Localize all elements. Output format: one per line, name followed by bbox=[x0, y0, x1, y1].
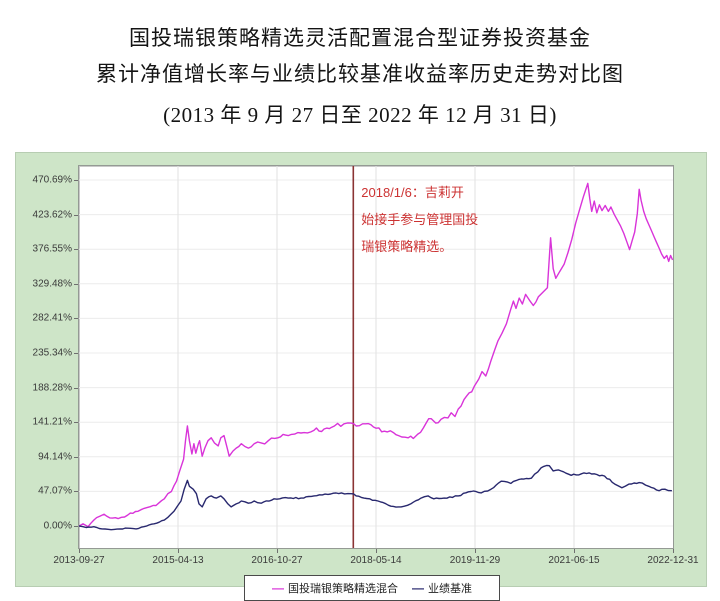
y-tick-mark bbox=[74, 387, 78, 389]
x-tick-mark bbox=[78, 549, 80, 553]
x-tick-label: 2021-06-15 bbox=[548, 555, 600, 566]
y-tick-mark bbox=[74, 422, 78, 424]
x-tick-label: 2022-12-31 bbox=[647, 555, 699, 566]
y-tick-label: 0.00% bbox=[43, 520, 72, 532]
legend-item-benchmark: — 业绩基准 bbox=[412, 580, 472, 596]
x-tick-mark bbox=[276, 549, 278, 553]
x-tick-label: 2019-11-29 bbox=[449, 555, 501, 566]
screenshot-root: { "title": { "line1": "国投瑞银策略精选灵活配置混合型证券… bbox=[0, 20, 720, 601]
benchmark-line-swatch: — bbox=[412, 580, 424, 595]
y-tick-mark bbox=[74, 283, 78, 285]
annotation-line-3: 瑞银策略精选。 bbox=[361, 239, 453, 254]
y-tick-label: 282.41% bbox=[32, 312, 72, 324]
plot-svg bbox=[79, 166, 673, 548]
legend-item-fund: — 国投瑞银策略精选混合 bbox=[272, 580, 398, 596]
x-tick-label: 2018-05-14 bbox=[350, 555, 402, 566]
y-tick-mark bbox=[74, 491, 78, 493]
annotation-line-1: 2018/1/6：吉莉开 bbox=[361, 185, 464, 200]
x-tick-mark bbox=[375, 549, 377, 553]
y-tick-label: 188.28% bbox=[32, 382, 72, 394]
legend-label-fund: 国投瑞银策略精选混合 bbox=[288, 583, 398, 595]
legend-label-benchmark: 业绩基准 bbox=[428, 583, 472, 595]
y-tick-label: 235.34% bbox=[32, 347, 72, 359]
y-tick-mark bbox=[74, 214, 78, 216]
y-tick-label: 470.69% bbox=[32, 174, 72, 186]
y-tick-label: 376.55% bbox=[32, 243, 72, 255]
benchmark-series-line bbox=[79, 464, 672, 531]
y-tick-label: 47.07% bbox=[38, 485, 72, 497]
y-tick-mark bbox=[74, 180, 78, 181]
x-tick-mark bbox=[672, 549, 674, 553]
y-tick-label: 141.21% bbox=[32, 416, 72, 428]
y-tick-mark bbox=[74, 318, 78, 320]
x-tick-label: 2015-04-13 bbox=[152, 555, 204, 566]
event-annotation: 2018/1/6：吉莉开 始接手参与管理国投 瑞银策略精选。 bbox=[361, 179, 478, 260]
x-tick-label: 2016-10-27 bbox=[251, 555, 303, 566]
fund-series-line bbox=[79, 182, 673, 528]
y-tick-mark bbox=[74, 353, 78, 354]
fund-line-swatch: — bbox=[272, 580, 284, 595]
fund-name-title: 国投瑞银策略精选灵活配置混合型证券投资基金 bbox=[129, 26, 591, 50]
date-range-subtitle: (2013 年 9 月 27 日至 2022 年 12 月 31 日) bbox=[163, 103, 557, 127]
x-tick-mark bbox=[474, 549, 476, 553]
y-tick-label: 94.14% bbox=[38, 451, 72, 463]
y-tick-mark bbox=[74, 456, 78, 458]
plot-area: 2018/1/6：吉莉开 始接手参与管理国投 瑞银策略精选。 bbox=[78, 165, 674, 549]
x-tick-label: 2013-09-27 bbox=[53, 555, 105, 566]
chart-subtitle: 累计净值增长率与业绩比较基准收益率历史走势对比图 bbox=[96, 62, 624, 86]
x-tick-mark bbox=[573, 549, 575, 553]
annotation-line-2: 始接手参与管理国投 bbox=[361, 212, 479, 227]
x-tick-mark bbox=[177, 549, 179, 553]
chart-legend: — 国投瑞银策略精选混合 — 业绩基准 bbox=[244, 575, 500, 601]
y-tick-mark bbox=[74, 249, 78, 251]
chart-panel: 470.69% 423.62% 376.55% 329.48% 282.41% 235.3… bbox=[15, 152, 707, 601]
y-tick-label: 329.48% bbox=[32, 278, 72, 290]
y-tick-mark bbox=[74, 526, 78, 527]
chart-title-block: 国投瑞银策略精选灵活配置混合型证券投资基金 累计净值增长率与业绩比较基准收益率历… bbox=[0, 20, 720, 133]
y-tick-label: 423.62% bbox=[32, 209, 72, 221]
